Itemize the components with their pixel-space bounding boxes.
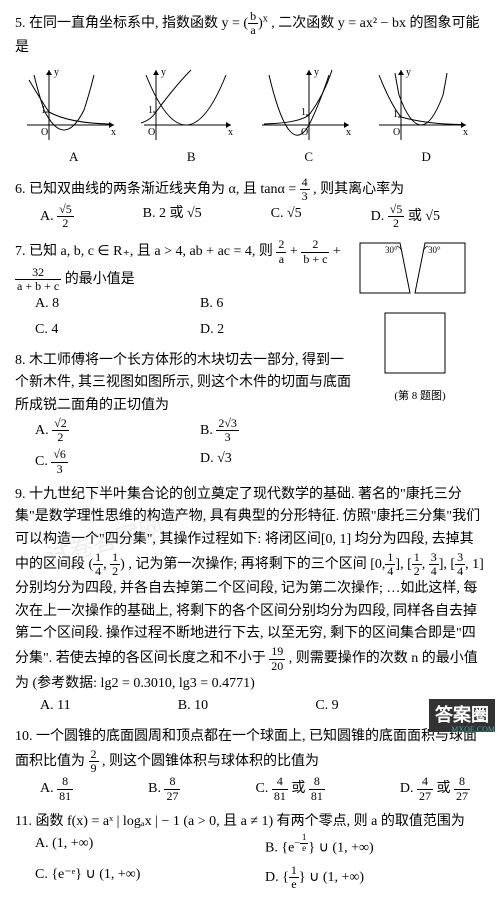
q7-text2: 的最小值是 bbox=[65, 272, 135, 287]
question-7: 7. 已知 a, b, c ∈ R₊, 且 a > 4, ab + ac = 4… bbox=[15, 238, 355, 342]
q7-opt-d: D. 2 bbox=[200, 319, 355, 341]
q6-text2: , 则其离心率为 bbox=[313, 181, 404, 196]
q5-label-b: B bbox=[136, 147, 246, 168]
question-11: 11. 函数 f(x) = aˣ | logₐx | − 1 (a > 0, 且… bbox=[15, 811, 485, 892]
q10-opt-d: D. 427 或 827 bbox=[400, 775, 470, 802]
q6-text: 已知双曲线的两条渐近线夹角为 α, 且 tanα = bbox=[29, 181, 300, 196]
svg-text:y: y bbox=[161, 67, 166, 78]
question-5: 5. 在同一直角坐标系中, 指数函数 y = (ba)x , 二次函数 y = … bbox=[15, 10, 485, 168]
q6-opt-b: B. 2 或 √5 bbox=[143, 203, 202, 230]
q6-opt-c: C. √5 bbox=[271, 203, 302, 230]
q7-opt-b: B. 6 bbox=[200, 293, 355, 315]
q5-graph-b-svg: x y O 1 bbox=[136, 65, 236, 145]
q8-text: 木工师傅将一个长方体形的木块切去一部分, 得到一个新木件, 其三视图如图所示, … bbox=[15, 353, 351, 413]
q8-opt-a: A. √22 bbox=[35, 417, 190, 444]
q5-label-c: C bbox=[254, 147, 364, 168]
q5-exp-frac: ba bbox=[248, 10, 258, 37]
svg-text:y: y bbox=[406, 67, 411, 78]
question-6: 6. 已知双曲线的两条渐近线夹角为 α, 且 tanα = 43 , 则其离心率… bbox=[15, 176, 485, 231]
q9-options: A. 11 B. 10 C. 9 D. 8 bbox=[15, 695, 485, 717]
q8-figure-caption: (第 8 题图) bbox=[355, 388, 485, 406]
svg-text:x: x bbox=[463, 127, 468, 138]
svg-text:x: x bbox=[111, 127, 116, 138]
svg-text:x: x bbox=[228, 127, 233, 138]
q5-graph-c-svg: x y O 1 bbox=[254, 65, 354, 145]
q9-opt-c: C. 9 bbox=[315, 695, 338, 717]
q5-number: 5. bbox=[15, 16, 26, 31]
q8-opt-b: B. 2√33 bbox=[200, 417, 355, 444]
q6-number: 6. bbox=[15, 181, 26, 196]
svg-text:30°: 30° bbox=[385, 245, 398, 255]
q10-number: 10. bbox=[15, 729, 33, 744]
q5-graph-d: x y O 1 D bbox=[371, 65, 481, 168]
svg-text:x: x bbox=[346, 127, 351, 138]
q5-text-prefix: 在同一直角坐标系中, 指数函数 y = bbox=[29, 16, 243, 31]
q10-opt-b: B. 827 bbox=[148, 775, 180, 802]
q11-number: 11. bbox=[15, 814, 32, 829]
svg-text:y: y bbox=[314, 67, 319, 78]
q6-frac: 43 bbox=[300, 176, 310, 203]
q5-graph-c: x y O 1 C bbox=[254, 65, 364, 168]
q5-graph-d-svg: x y O 1 bbox=[371, 65, 471, 145]
q10-text2: , 则这个圆锥体积与球体积的比值为 bbox=[102, 754, 319, 769]
svg-text:O: O bbox=[148, 127, 155, 138]
q10-options: A. 881 B. 827 C. 481 或 881 D. 427 或 827 bbox=[15, 775, 485, 802]
q8-opt-d: D. √3 bbox=[200, 448, 355, 475]
q7-options: A. 8 B. 6 C. 4 D. 2 bbox=[15, 293, 355, 342]
q5-label-d: D bbox=[371, 147, 481, 168]
svg-text:y: y bbox=[54, 67, 59, 78]
q9-opt-a: A. 11 bbox=[40, 695, 71, 717]
q11-options: A. (1, +∞) B. {e−1e} ∪ (1, +∞) C. {e⁻ᵉ} … bbox=[15, 833, 485, 891]
q7-opt-a: A. 8 bbox=[35, 293, 190, 315]
q6-opt-d: D. √52 或 √5 bbox=[371, 203, 440, 230]
q11-opt-b: B. {e−1e} ∪ (1, +∞) bbox=[265, 833, 485, 860]
q9-number: 9. bbox=[15, 487, 26, 502]
q5-graph-a: x y O 1 A bbox=[19, 65, 129, 168]
q8-figure-svg: 30° 30° bbox=[355, 238, 475, 388]
svg-text:O: O bbox=[41, 127, 48, 138]
q8-options: A. √22 B. 2√33 C. √63 D. √3 bbox=[15, 417, 355, 476]
q8-figure: 30° 30° (第 8 题图) bbox=[355, 238, 485, 483]
q11-text: 函数 f(x) = aˣ | logₐx | − 1 (a > 0, 且 a ≠… bbox=[35, 814, 464, 829]
q11-opt-a: A. (1, +∞) bbox=[35, 833, 255, 860]
q6-options: A. √52 B. 2 或 √5 C. √5 D. √52 或 √5 bbox=[15, 203, 485, 230]
q10-opt-a: A. 881 bbox=[40, 775, 73, 802]
q11-opt-d: D. {1e} ∪ (1, +∞) bbox=[265, 864, 485, 891]
q8-opt-c: C. √63 bbox=[35, 448, 190, 475]
q5-label-a: A bbox=[19, 147, 129, 168]
svg-text:O: O bbox=[393, 127, 400, 138]
q7-number: 7. bbox=[15, 244, 26, 259]
question-8: 8. 木工师傅将一个长方体形的木块切去一部分, 得到一个新木件, 其三视图如图所… bbox=[15, 350, 355, 476]
q9-opt-b: B. 10 bbox=[178, 695, 208, 717]
q6-opt-a: A. √52 bbox=[40, 203, 74, 230]
q5-graph-a-svg: x y O 1 bbox=[19, 65, 119, 145]
question-10: 10. 一个圆锥的底面圆周和顶点都在一个球面上, 已知圆锥的底面面积与球面面积比… bbox=[15, 726, 485, 803]
svg-text:30°: 30° bbox=[428, 245, 441, 255]
q7-text: 已知 a, b, c ∈ R₊, 且 a > 4, ab + ac = 4, 则 bbox=[29, 244, 276, 259]
q5-exp-power: x bbox=[263, 13, 268, 24]
corner-logo-sub: MXQE.COM bbox=[451, 724, 495, 737]
q5-text: 在同一直角坐标系中, 指数函数 y = (ba)x , 二次函数 y = ax²… bbox=[15, 16, 479, 55]
q9-text2: , 记为第一次操作; 再将剩下的三个区间 bbox=[128, 557, 366, 572]
svg-text:1: 1 bbox=[393, 109, 398, 120]
q11-opt-c: C. {e⁻ᵉ} ∪ (1, +∞) bbox=[35, 864, 255, 891]
q7-opt-c: C. 4 bbox=[35, 319, 190, 341]
svg-text:1: 1 bbox=[148, 105, 153, 116]
q5-graph-b: x y O 1 B bbox=[136, 65, 246, 168]
q8-number: 8. bbox=[15, 353, 26, 368]
svg-text:1: 1 bbox=[301, 107, 306, 118]
q10-opt-c: C. 481 或 881 bbox=[256, 775, 325, 802]
q5-graphs: x y O 1 A x y O bbox=[15, 65, 485, 168]
question-9: 试卷答案网 9. 十九世纪下半叶集合论的创立奠定了现代数学的基础. 著名的"康托… bbox=[15, 484, 485, 718]
